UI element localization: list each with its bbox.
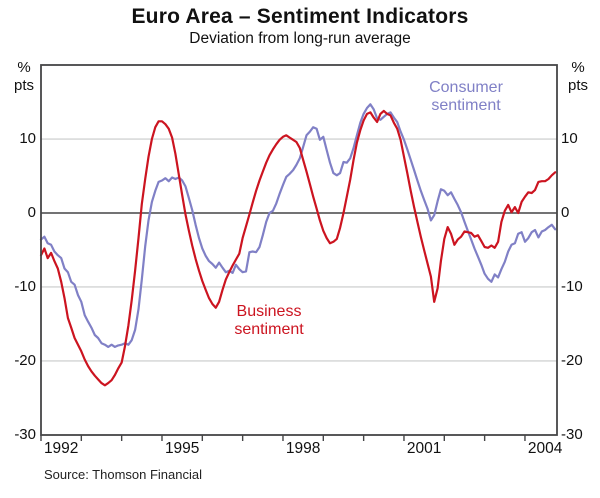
- x-label-2001: 2001: [406, 440, 442, 457]
- x-label-2004: 2004: [527, 440, 563, 457]
- x-label-1995: 1995: [164, 440, 200, 457]
- consumer-label-line1: Consumer: [429, 79, 503, 96]
- chart-title: Euro Area – Sentiment Indicators: [131, 5, 469, 28]
- business-sentiment-line: [39, 109, 557, 387]
- y-axis-unit-left: % pts: [4, 59, 44, 95]
- plot-border: [40, 64, 558, 436]
- y-label-left-0: 0: [27, 204, 36, 221]
- x-label-1992: 1992: [43, 440, 79, 457]
- y-label-right-10: 10: [561, 130, 578, 148]
- y-axis-unit-right: % pts: [558, 59, 598, 95]
- y-label-right--10: -10: [561, 277, 583, 295]
- unit-pts-left: pts: [13, 77, 34, 94]
- unit-percent-left: %: [17, 59, 31, 76]
- gridlines: [41, 138, 557, 362]
- y-label-right--20: -20: [561, 351, 583, 369]
- unit-percent-right: %: [571, 59, 585, 76]
- business-label-line1: Business: [236, 303, 302, 320]
- business-sentiment-label: Business sentiment: [204, 303, 334, 339]
- business-label-line2: sentiment: [234, 321, 304, 338]
- x-axis-ticks: [40, 435, 526, 441]
- y-label-left-10: 10: [19, 130, 36, 148]
- consumer-label-line2: sentiment: [431, 97, 501, 114]
- chart-subtitle: Deviation from long-run average: [189, 30, 411, 47]
- y-label-left--10: -10: [14, 277, 36, 295]
- source-note: Source: Thomson Financial: [44, 467, 203, 482]
- unit-pts-right: pts: [567, 77, 588, 94]
- consumer-sentiment-line: [39, 103, 557, 348]
- x-label-1998: 1998: [285, 440, 321, 457]
- consumer-sentiment-label: Consumer sentiment: [401, 79, 531, 115]
- y-label-left--30: -30: [14, 425, 36, 443]
- y-label-left--20: -20: [14, 351, 36, 369]
- y-label-right-0: 0: [561, 204, 570, 221]
- y-label-right--30: -30: [561, 425, 583, 443]
